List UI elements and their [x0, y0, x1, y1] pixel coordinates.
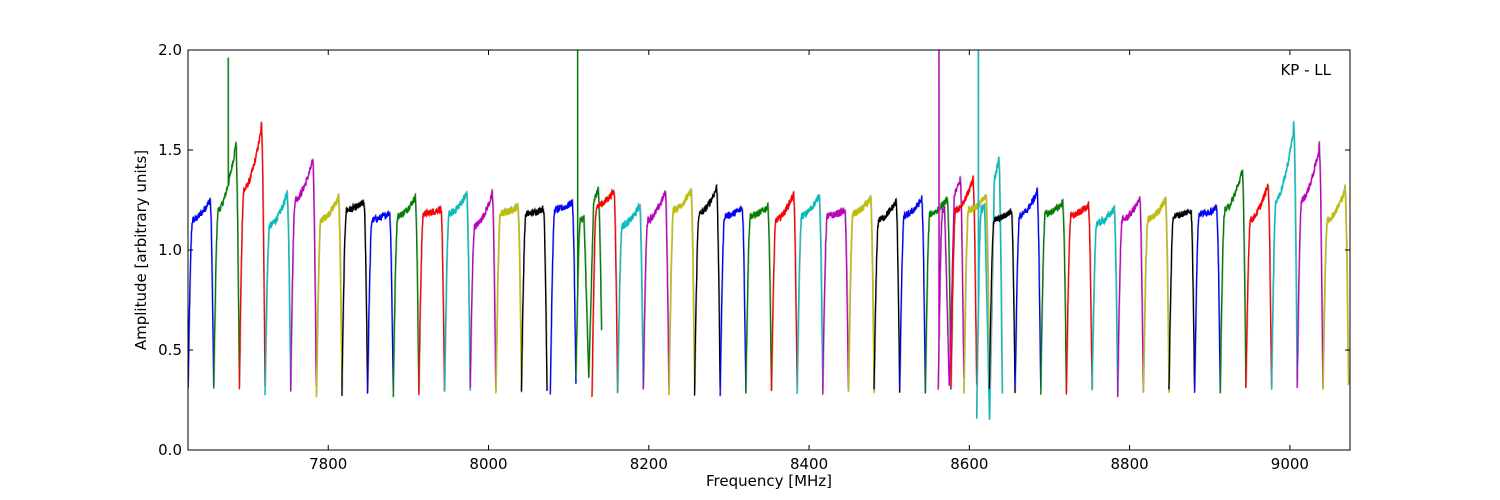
- series-line-6: [341, 199, 369, 397]
- x-axis-label: Frequency [MHz]: [706, 472, 832, 490]
- series-line-28: [898, 195, 926, 394]
- x-tick-label: 7800: [309, 455, 347, 473]
- series-shadow-46: [1297, 140, 1324, 388]
- y-tick-label: 0.5: [158, 341, 182, 359]
- ticks-layer: 7800 8000 8200 8400 8600 8800 9000 0.0 0.5 1.0 1.5…: [158, 41, 1350, 473]
- series-shadow-43: [1220, 169, 1247, 393]
- series-shadow-45: [1271, 120, 1299, 389]
- series-line-46: [1296, 141, 1324, 389]
- series-line-24: [796, 194, 824, 395]
- series-line-20: [693, 184, 721, 396]
- series-shadow-19: [668, 187, 696, 395]
- series-line-44: [1245, 184, 1273, 388]
- series-line-27: [873, 197, 901, 393]
- series-shadow-15: [575, 50, 603, 378]
- series-shadow-6: [341, 198, 369, 396]
- series-line-5: [315, 194, 343, 398]
- series-line-16: [591, 188, 619, 398]
- series-shadow-3: [264, 189, 292, 395]
- series-line-1: [212, 57, 240, 389]
- series-shadow-13: [521, 204, 549, 391]
- series-shadow-4: [290, 158, 318, 391]
- series-group: [188, 50, 1350, 421]
- series-line-32: [963, 194, 991, 394]
- x-tick-label: 8800: [1111, 455, 1149, 473]
- series-line-2: [238, 122, 266, 390]
- y-tick-label: 2.0: [158, 41, 182, 59]
- y-tick-label: 1.5: [158, 141, 182, 159]
- series-line-31: [950, 175, 978, 389]
- series-line-47: [1322, 185, 1350, 391]
- series-line-23: [770, 191, 798, 392]
- series-line-34: [988, 208, 1016, 394]
- series-line-10: [443, 190, 471, 392]
- series-line-30: [937, 50, 965, 390]
- series-shadow-21: [720, 204, 747, 396]
- series-line-11: [469, 189, 497, 389]
- series-line-14: [549, 199, 577, 395]
- series-shadow-8: [393, 192, 420, 397]
- series-shadow-1: [213, 56, 241, 388]
- series-shadow-28: [899, 194, 927, 393]
- series-line-9: [418, 205, 446, 396]
- series-shadow-41: [1168, 208, 1196, 389]
- series-shadow-10: [444, 189, 472, 391]
- series-shadow-16: [591, 187, 619, 397]
- series-shadow-7: [367, 210, 395, 393]
- series-line-17: [616, 202, 644, 393]
- series-line-35: [1014, 187, 1042, 389]
- series-line-21: [719, 205, 747, 397]
- series-shadow-9: [418, 204, 446, 395]
- series-line-29: [924, 196, 952, 393]
- series-shadow-12: [495, 202, 523, 393]
- series-shadow-47: [1322, 184, 1350, 390]
- series-shadow-44: [1245, 183, 1273, 387]
- y-tick-label: 0.0: [158, 441, 182, 459]
- series-line-26: [847, 195, 875, 394]
- y-axis-label: Amplitude [arbitrary units]: [132, 150, 150, 350]
- series-layer: [188, 50, 1350, 421]
- series-line-33: [975, 50, 1003, 421]
- x-tick-label: 9000: [1271, 455, 1309, 473]
- x-tick-label: 8600: [950, 455, 988, 473]
- series-line-8: [392, 193, 420, 398]
- series-line-39: [1116, 196, 1144, 398]
- series-shadow-25: [822, 206, 850, 394]
- series-line-43: [1219, 170, 1247, 394]
- x-tick-label: 8000: [469, 455, 507, 473]
- series-line-40: [1142, 197, 1170, 394]
- y-tick-label: 1.0: [158, 241, 182, 259]
- series-line-19: [668, 187, 696, 396]
- chart-annotation: KP - LL: [1280, 61, 1331, 79]
- series-line-13: [520, 205, 548, 392]
- series-line-38: [1091, 205, 1119, 394]
- series-line-45: [1270, 121, 1298, 390]
- series-line-36: [1040, 199, 1067, 395]
- series-line-7: [366, 211, 394, 394]
- x-tick-label: 8400: [790, 455, 828, 473]
- series-line-12: [495, 202, 523, 394]
- series-line-25: [822, 207, 849, 395]
- x-tick-label: 8200: [630, 455, 668, 473]
- series-line-4: [289, 159, 317, 392]
- series-shadow-2: [239, 121, 267, 389]
- series-shadow-26: [848, 194, 876, 393]
- series-line-15: [575, 50, 603, 379]
- series-line-22: [745, 202, 773, 394]
- series-shadow-37: [1066, 200, 1094, 394]
- series-line-41: [1168, 209, 1196, 390]
- series-line-37: [1065, 201, 1093, 395]
- series-line-42: [1193, 204, 1221, 394]
- series-line-0: [188, 198, 215, 389]
- series-line-3: [264, 190, 292, 396]
- series-line-18: [642, 190, 670, 390]
